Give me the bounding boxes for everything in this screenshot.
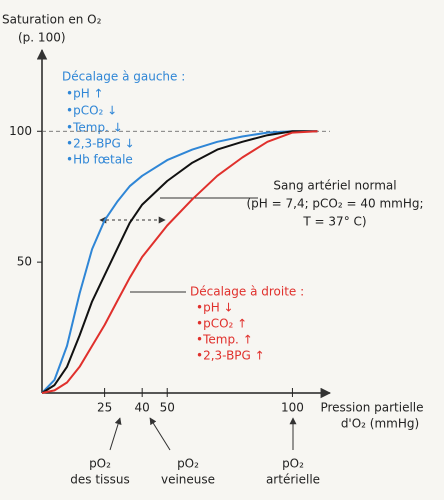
arrow: [109, 417, 122, 451]
x-tick-label: 40: [135, 401, 150, 415]
bottom-label: veineuse: [161, 473, 215, 487]
x-tick-label: 50: [160, 401, 175, 415]
annotation-text: (pH = 7,4; pCO₂ = 40 mmHg;: [246, 197, 423, 211]
x-axis-label: Pression partielle: [320, 401, 423, 415]
curve: [41, 130, 318, 394]
y-tick-label: 100: [9, 124, 32, 138]
bottom-label: pO₂: [177, 457, 199, 471]
bottom-label: pO₂: [89, 457, 111, 471]
left-shift-annotation: Décalage à gauche : •pH ↑ •pCO₂ ↓ •Temp.…: [62, 70, 185, 167]
annotation-item: •pH ↓: [196, 301, 234, 315]
curve: [41, 130, 318, 394]
x-tick-label: 100: [281, 401, 304, 415]
y-axis-unit: (p. 100): [18, 31, 66, 45]
annotation-text: T = 37° C): [302, 215, 366, 229]
annotation-item: •pCO₂ ↓: [66, 104, 117, 118]
normal-annotation: Sang artériel normal (pH = 7,4; pCO₂ = 4…: [160, 179, 424, 229]
y-tick-label: 50: [17, 255, 32, 269]
annotation-title: Décalage à droite :: [190, 285, 304, 299]
annotation-item: •Temp. ↓: [66, 121, 123, 135]
annotation-item: •Hb fœtale: [66, 153, 133, 167]
bottom-label: artérielle: [266, 473, 320, 487]
x-tick-label: 25: [97, 401, 112, 415]
bottom-label: pO₂: [282, 457, 304, 471]
annotation-item: •2,3-BPG ↑: [196, 349, 265, 363]
annotation-title: Décalage à gauche :: [62, 70, 185, 84]
annotation-text: Sang artériel normal: [273, 179, 396, 193]
bottom-labels: pO₂ des tissus pO₂ veineuse pO₂ artériel…: [70, 417, 320, 487]
annotation-item: •pCO₂ ↑: [196, 317, 247, 331]
curve: [41, 130, 318, 394]
arrow: [149, 417, 171, 451]
y-axis-label: Saturation en O₂: [2, 13, 102, 27]
x-axis-unit: d'O₂ (mmHg): [341, 417, 419, 431]
annotation-item: •Temp. ↑: [196, 333, 253, 347]
right-shift-annotation: Décalage à droite : •pH ↓ •pCO₂ ↑ •Temp.…: [130, 285, 304, 363]
annotation-item: •pH ↑: [66, 87, 104, 101]
annotation-item: •2,3-BPG ↓: [66, 137, 135, 151]
bottom-label: des tissus: [70, 473, 129, 487]
